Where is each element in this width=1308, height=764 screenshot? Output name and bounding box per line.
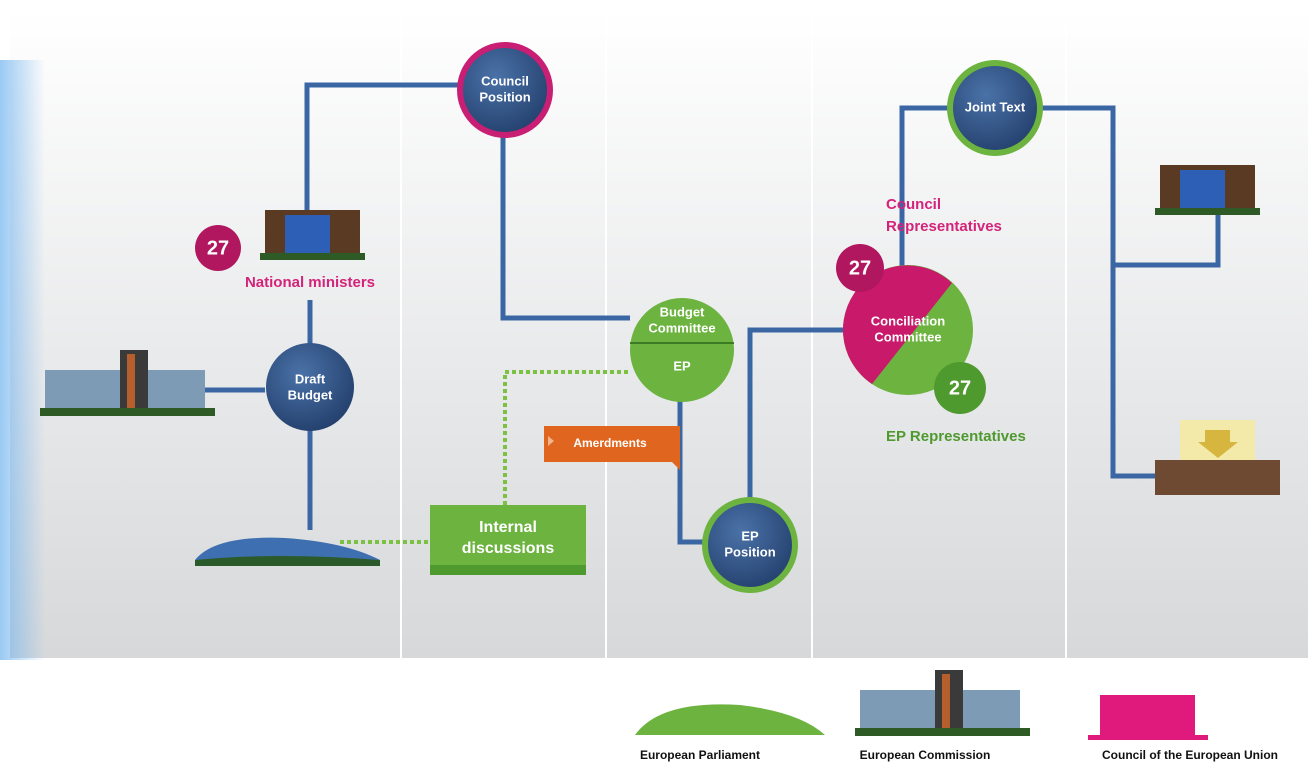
legend-g-rect (1100, 695, 1195, 737)
box-label: Internal (479, 519, 537, 536)
node-label: Committee (874, 329, 941, 344)
badge-number: 27 (207, 237, 229, 259)
node-joint-text: Joint Text (950, 63, 1040, 153)
node-draft-budget: Draft Budget (266, 343, 354, 431)
node-label: Committee (648, 320, 715, 335)
node-label: Draft (295, 371, 326, 386)
legend-g (1088, 695, 1208, 740)
box-label: discussions (462, 540, 555, 557)
node-label: Budget (660, 304, 705, 319)
node-council-position: Council Position (460, 45, 550, 135)
caption: EP Representatives (886, 428, 1026, 445)
caption: Council (886, 196, 941, 213)
box-internal-discussions: Internal discussions (430, 505, 586, 575)
box-internal-discussions-rect (430, 565, 586, 575)
legend-g-rect (1088, 735, 1208, 740)
legend-label: European Parliament (640, 748, 760, 762)
buildings-use (1155, 165, 1260, 215)
buildings-use (260, 210, 365, 260)
node-label: EP (741, 528, 759, 543)
node-label: Conciliation (871, 313, 945, 328)
node-sublabel: EP (673, 358, 691, 373)
box-label: Amerdments (573, 436, 647, 450)
node-label: Budget (288, 387, 333, 402)
budget-procedure-diagram: Council Position Draft Budget Budget Com… (0, 0, 1308, 764)
buildings-g-rect (1155, 460, 1280, 495)
node-label: Position (724, 544, 775, 559)
badge-number: 27 (849, 257, 871, 279)
node-label: Position (479, 89, 530, 104)
panels-rect (0, 60, 45, 660)
caption: Representatives (886, 218, 1002, 235)
legend-label: Council of the European Union (1102, 748, 1278, 762)
node-label: Joint Text (965, 99, 1026, 114)
legend-label: European Commission (860, 748, 991, 762)
node-label: Council (481, 73, 529, 88)
node-ep-position: EP Position (705, 500, 795, 590)
badge-number: 27 (949, 377, 971, 399)
caption: National ministers (245, 274, 375, 291)
node-budget-committee: Budget Committee EP (630, 298, 734, 402)
